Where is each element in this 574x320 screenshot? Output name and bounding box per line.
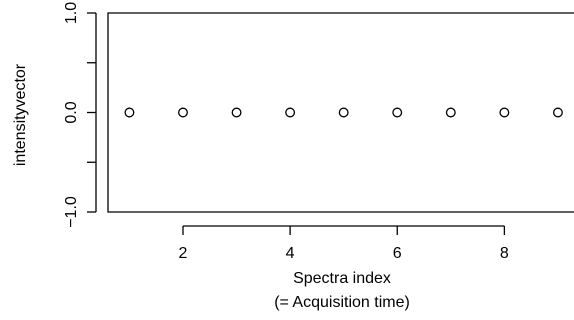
data-point bbox=[392, 107, 403, 118]
data-points bbox=[124, 107, 563, 118]
data-point bbox=[285, 107, 296, 118]
x-axis: 2 4 6 8 bbox=[179, 225, 509, 262]
x-tick-label: 8 bbox=[500, 245, 509, 262]
y-tick-label: 1.0 bbox=[63, 2, 80, 24]
data-point bbox=[178, 107, 188, 118]
x-tick-label: 6 bbox=[393, 245, 402, 262]
data-point bbox=[338, 107, 349, 118]
plot-frame bbox=[107, 12, 574, 213]
data-point bbox=[124, 107, 135, 118]
y-tick-label: −1.0 bbox=[63, 196, 80, 228]
data-point bbox=[499, 107, 510, 118]
x-tick-label: 4 bbox=[286, 245, 295, 262]
data-point bbox=[445, 107, 456, 118]
data-point bbox=[552, 107, 563, 118]
x-tick-label: 2 bbox=[179, 245, 188, 262]
y-tick-label: 0.0 bbox=[63, 101, 80, 123]
plot-box bbox=[107, 12, 574, 213]
x-axis-label: Spectra index bbox=[293, 270, 391, 287]
x-axis-sublabel: (= Acquisition time) bbox=[274, 294, 410, 311]
y-axis: −1.0 0.0 1.0 bbox=[63, 2, 97, 228]
data-point bbox=[231, 107, 242, 118]
y-axis-label: intensityvector bbox=[12, 63, 29, 166]
